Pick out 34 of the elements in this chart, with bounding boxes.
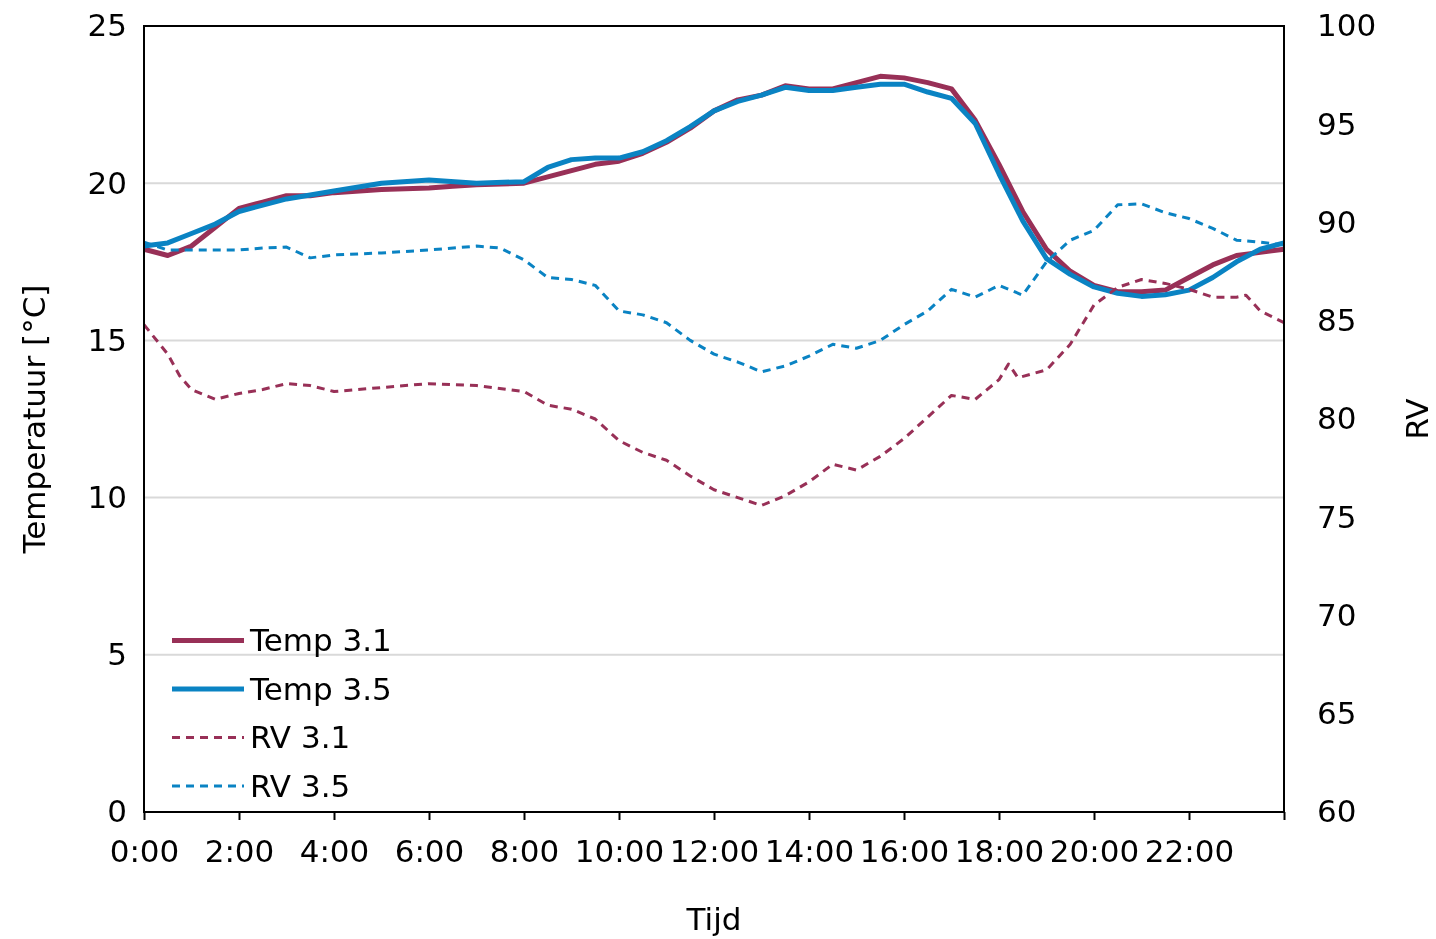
legend-label: Temp 3.1 (249, 622, 392, 659)
y2-tick-label: 95 (1317, 105, 1357, 142)
y-axis-title: Temperatuur [°C] (16, 284, 52, 555)
legend-label: RV 3.5 (250, 767, 351, 804)
legend-label: Temp 3.5 (249, 670, 392, 707)
y-tick-label: 10 (87, 479, 127, 516)
x-tick-label: 16:00 (859, 832, 950, 869)
y2-axis-title: RV (1399, 398, 1435, 440)
x-tick-label: 4:00 (299, 832, 370, 869)
x-tick-label: 14:00 (764, 832, 855, 869)
x-tick-label: 0:00 (109, 832, 180, 869)
y2-tick-label: 90 (1317, 203, 1357, 240)
y-tick-label: 25 (87, 7, 127, 44)
x-tick-label: 2:00 (204, 832, 275, 869)
y-tick-label: 0 (107, 793, 127, 830)
x-tick-label: 8:00 (489, 832, 560, 869)
y2-tick-label: 65 (1317, 695, 1357, 732)
legend-label: RV 3.1 (250, 719, 351, 756)
y2-tick-label: 85 (1317, 302, 1357, 339)
y-tick-label: 5 (107, 636, 127, 673)
x-tick-label: 10:00 (574, 832, 665, 869)
x-tick-label: 20:00 (1049, 832, 1140, 869)
x-tick-label: 12:00 (669, 832, 760, 869)
x-tick-label: 6:00 (394, 832, 465, 869)
y2-tick-label: 100 (1317, 7, 1377, 44)
x-tick-label: 18:00 (954, 832, 1045, 869)
y2-tick-label: 75 (1317, 498, 1357, 535)
y-tick-label: 15 (87, 321, 127, 358)
x-axis-title: Tijd (685, 901, 742, 937)
x-tick-label: 22:00 (1144, 832, 1235, 869)
y2-tick-label: 80 (1317, 400, 1357, 437)
y2-tick-label: 70 (1317, 596, 1357, 633)
y-tick-label: 20 (87, 164, 127, 201)
y2-tick-label: 60 (1317, 793, 1357, 830)
